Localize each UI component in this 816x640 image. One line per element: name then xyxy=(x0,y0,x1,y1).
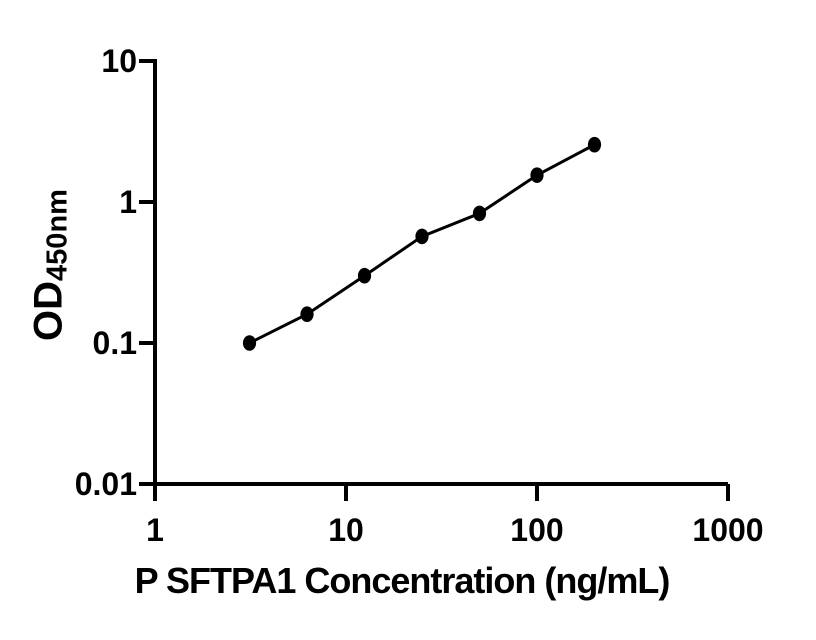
x-tick-label: 10 xyxy=(328,512,364,548)
y-tick-label: 1 xyxy=(119,184,137,220)
data-point xyxy=(242,335,257,351)
y-tick-label: 0.01 xyxy=(75,466,137,502)
data-point xyxy=(587,136,602,153)
x-tick-label: 1000 xyxy=(692,512,763,548)
data-point xyxy=(357,267,372,284)
x-tick-label: 100 xyxy=(510,512,563,548)
data-point xyxy=(415,228,429,245)
data-point xyxy=(472,205,487,222)
data-point xyxy=(300,306,314,323)
y-tick-label: 10 xyxy=(101,43,137,79)
y-axis-title-subscript: 450nm xyxy=(41,189,74,281)
y-axis-title: OD 450nm xyxy=(26,189,74,341)
x-axis-title: P SFTPA1 Concentration (ng/mL) xyxy=(134,560,671,601)
data-point xyxy=(530,167,544,183)
x-tick-label: 1 xyxy=(146,512,164,548)
y-tick-label: 0.1 xyxy=(93,325,137,361)
y-axis-title-main: OD xyxy=(26,280,71,341)
